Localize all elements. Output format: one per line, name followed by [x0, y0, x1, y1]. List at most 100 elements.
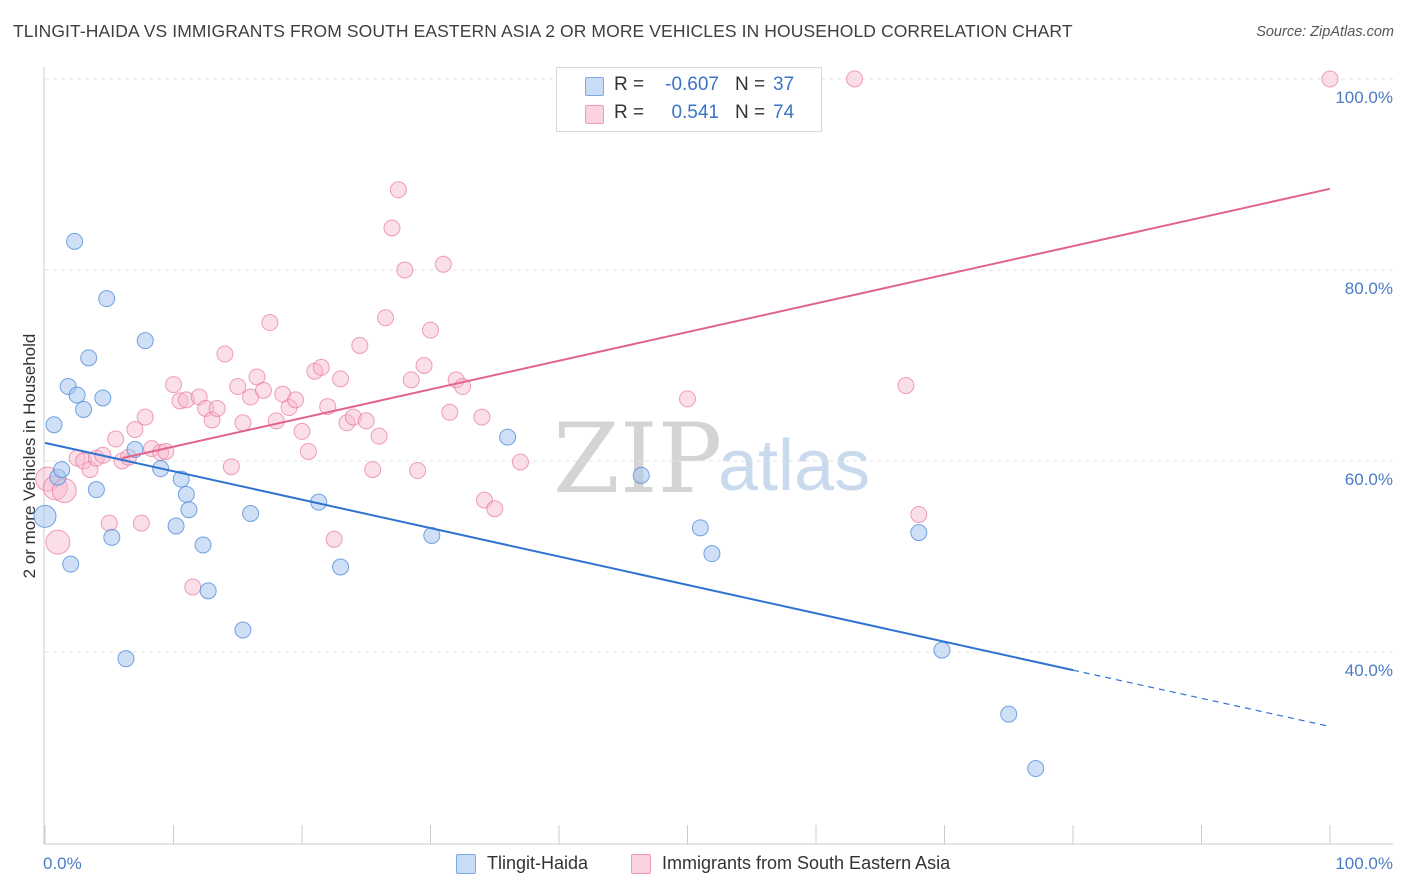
- data-point-tlingit: [1027, 760, 1045, 778]
- legend-r-label: R =: [614, 102, 645, 123]
- trendline-immigrants: [121, 187, 1331, 460]
- data-point-immigrants: [383, 219, 401, 237]
- legend-label-immigrants: Immigrants from South Eastern Asia: [662, 853, 951, 873]
- data-point-immigrants: [364, 461, 382, 479]
- x-tick-label-right: 100.0%: [1335, 854, 1393, 873]
- data-point-tlingit: [1000, 705, 1018, 723]
- trendlines: [44, 187, 1331, 728]
- data-point-immigrants: [136, 408, 154, 426]
- chart-title: TLINGIT-HAIDA VS IMMIGRANTS FROM SOUTH E…: [13, 21, 1073, 41]
- data-point-immigrants: [126, 420, 144, 438]
- data-point-immigrants: [377, 309, 395, 327]
- data-point-tlingit: [167, 517, 185, 535]
- data-point-tlingit: [80, 349, 98, 367]
- data-point-immigrants: [351, 336, 369, 354]
- data-point-tlingit: [68, 386, 86, 404]
- gridlines: [45, 78, 1393, 653]
- legend-n-value-immigrants: 74: [773, 102, 795, 123]
- y-tick-label: 80.0%: [1345, 279, 1393, 298]
- series-tlingit-points: [33, 232, 1045, 778]
- data-point-tlingit: [180, 501, 198, 519]
- data-point-tlingit: [45, 416, 63, 434]
- data-point-tlingit: [242, 505, 260, 523]
- data-point-immigrants: [910, 505, 928, 523]
- data-point-immigrants: [254, 381, 272, 399]
- data-point-tlingit: [234, 621, 252, 639]
- data-point-tlingit: [62, 555, 80, 573]
- data-point-immigrants: [208, 399, 226, 417]
- legend-r-value-immigrants: 0.541: [671, 102, 719, 123]
- data-point-tlingit: [177, 485, 195, 503]
- legend-n-label: N =: [735, 102, 766, 123]
- data-point-immigrants: [370, 427, 388, 445]
- y-tick-label: 40.0%: [1345, 661, 1393, 680]
- data-point-immigrants: [441, 403, 459, 421]
- data-point-immigrants: [486, 500, 504, 518]
- data-point-tlingit: [910, 524, 928, 542]
- data-point-immigrants: [422, 321, 439, 339]
- data-point-immigrants: [299, 442, 317, 460]
- data-point-immigrants: [434, 255, 452, 273]
- series-legend: Tlingit-Haida Immigrants from South East…: [0, 851, 1406, 879]
- data-point-immigrants: [216, 345, 234, 363]
- data-point-immigrants: [1321, 70, 1339, 88]
- data-point-immigrants: [293, 422, 311, 440]
- source-credit: Source: ZipAtlas.com: [1256, 24, 1394, 40]
- legend-n-label: N =: [735, 74, 766, 95]
- data-point-tlingit: [199, 582, 217, 600]
- data-point-tlingit: [87, 481, 105, 499]
- data-point-tlingit: [499, 428, 517, 446]
- data-point-immigrants: [409, 462, 427, 480]
- data-point-immigrants: [312, 358, 330, 376]
- data-point-immigrants: [897, 377, 915, 395]
- legend-swatch-immigrants: [585, 105, 604, 124]
- trendline-tlingit-extension: [1072, 669, 1331, 728]
- data-point-tlingit: [103, 528, 121, 546]
- data-point-tlingit: [117, 650, 135, 668]
- data-point-immigrants: [511, 453, 529, 471]
- data-point-immigrants: [261, 314, 279, 332]
- data-point-tlingit: [332, 558, 350, 576]
- data-point-immigrants: [325, 530, 343, 548]
- legend-swatch-immigrants: [631, 854, 651, 874]
- data-point-immigrants: [184, 578, 202, 596]
- data-point-tlingit: [33, 504, 57, 528]
- watermark: ZIP atlas: [553, 403, 870, 515]
- data-point-immigrants: [171, 392, 189, 410]
- data-point-tlingit: [98, 290, 116, 308]
- data-point-immigrants: [75, 452, 93, 470]
- data-point-immigrants: [357, 412, 375, 430]
- y-tick-labels: 100.0% 80.0% 60.0% 40.0%: [1335, 88, 1393, 680]
- data-point-immigrants: [473, 408, 491, 426]
- data-point-immigrants: [45, 529, 71, 555]
- data-point-immigrants: [222, 458, 240, 476]
- data-point-immigrants: [234, 414, 252, 432]
- legend-swatch-tlingit: [585, 77, 604, 96]
- correlation-legend: R = -0.607 N = 37 R = 0.541 N = 74: [556, 67, 822, 132]
- legend-row-tlingit: R = -0.607 N = 37: [557, 71, 821, 101]
- data-point-immigrants: [402, 371, 420, 389]
- data-point-immigrants: [132, 514, 150, 532]
- data-point-immigrants: [344, 408, 362, 426]
- data-point-immigrants: [100, 514, 118, 532]
- data-point-immigrants: [229, 378, 247, 396]
- data-point-immigrants: [165, 376, 182, 394]
- data-point-immigrants: [107, 430, 125, 448]
- data-point-tlingit: [94, 389, 112, 407]
- data-point-immigrants: [389, 181, 407, 199]
- y-tick-label: 100.0%: [1335, 88, 1393, 107]
- data-point-immigrants: [287, 391, 305, 409]
- data-point-tlingit: [136, 332, 154, 350]
- axes: [43, 67, 1393, 845]
- watermark-zip: ZIP: [553, 403, 722, 515]
- data-point-tlingit: [703, 545, 721, 563]
- watermark-atlas: atlas: [718, 426, 870, 506]
- data-point-immigrants: [332, 370, 350, 388]
- data-point-immigrants: [846, 70, 864, 88]
- data-point-tlingit: [194, 536, 212, 554]
- data-point-tlingit: [632, 466, 650, 484]
- legend-r-label: R =: [614, 74, 645, 95]
- y-tick-label: 60.0%: [1345, 470, 1393, 489]
- x-tick-label-left: 0.0%: [43, 854, 82, 873]
